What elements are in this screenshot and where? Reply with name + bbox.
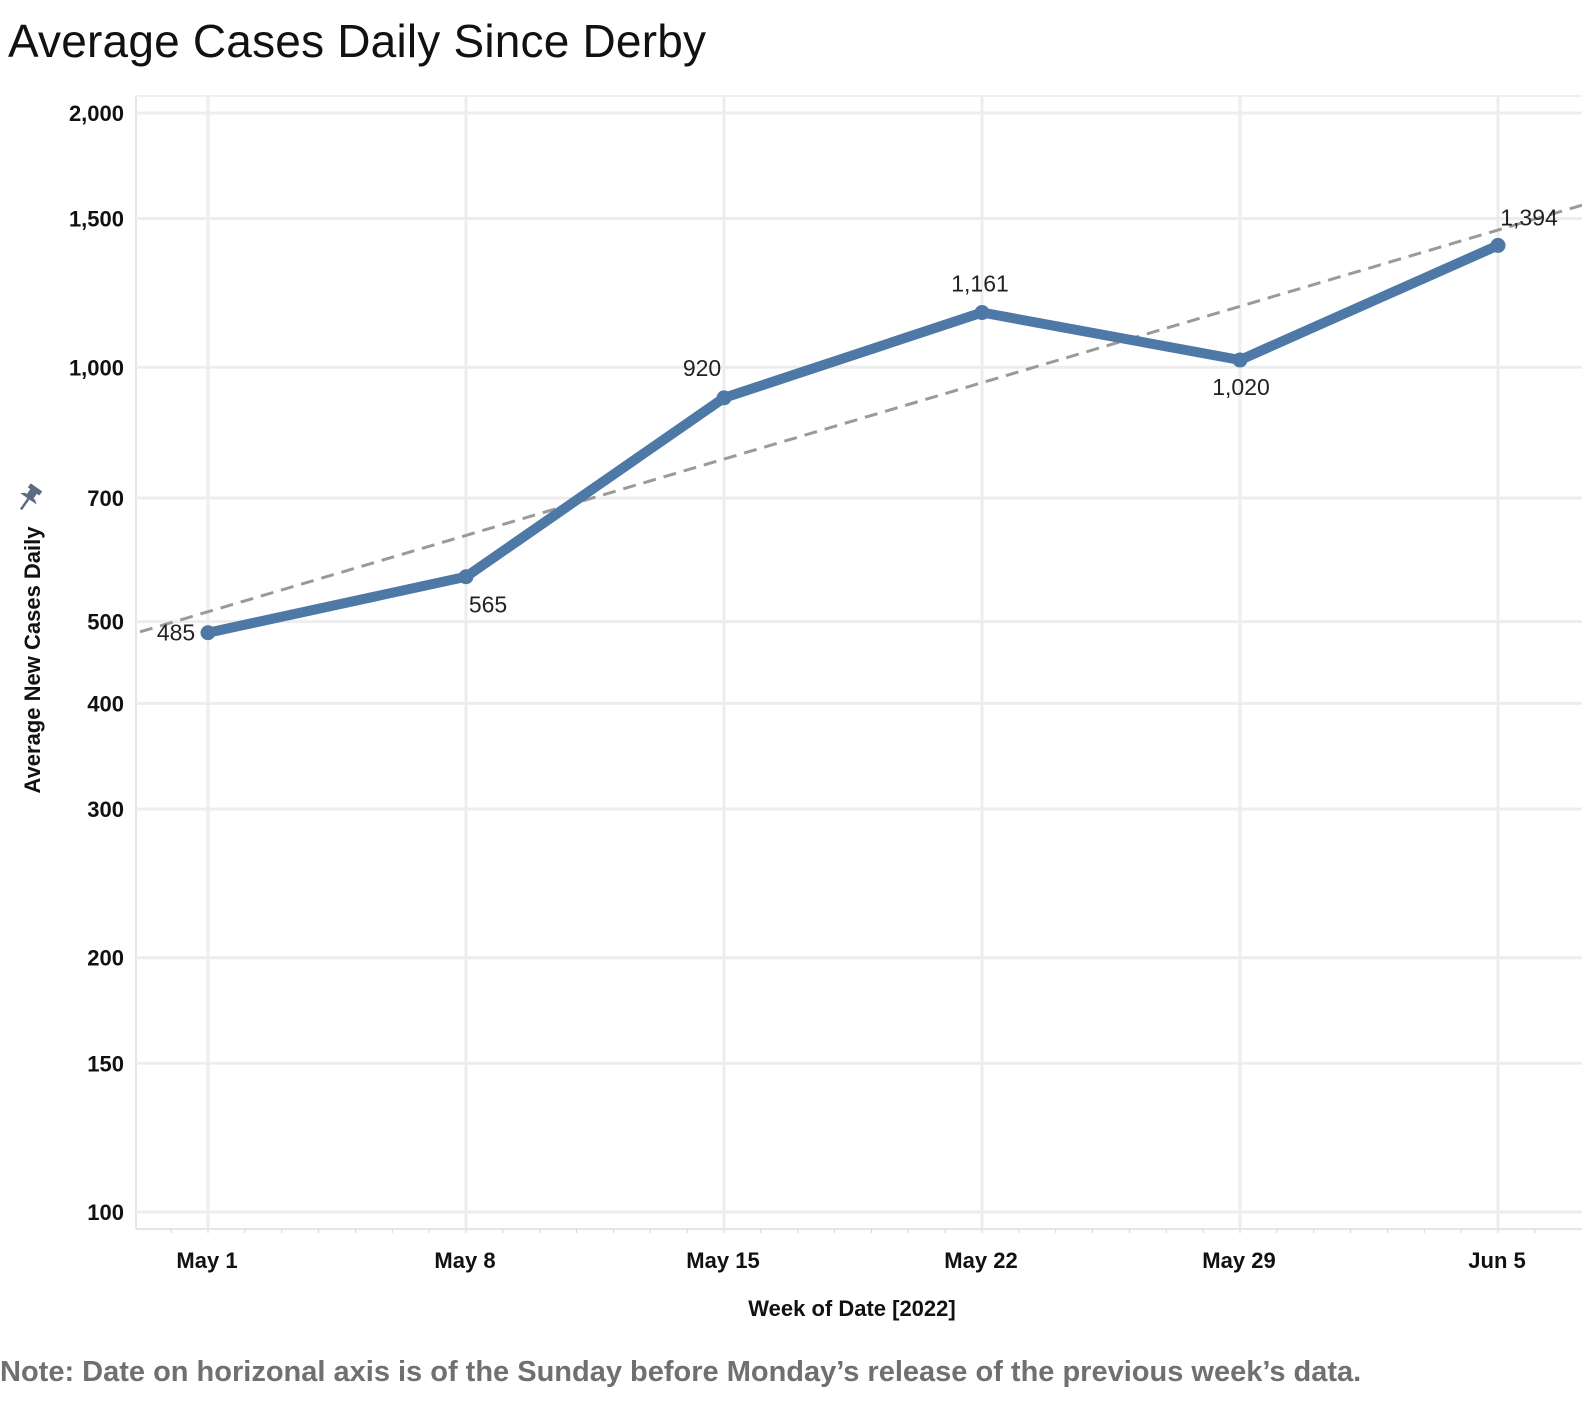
y-tick-label: 1,500 <box>69 207 124 232</box>
x-axis-ticks: May 1 May 8 May 15 May 22 May 29 Jun 5 <box>170 1229 1536 1273</box>
y-axis-ticks: 100 150 200 300 400 500 700 1,000 1,500 2,000 <box>69 101 124 1225</box>
series-line <box>203 240 1503 638</box>
x-tick-label: Jun 5 <box>1468 1248 1525 1273</box>
y-tick-label: 100 <box>87 1200 124 1225</box>
y-tick-label: 300 <box>87 797 124 822</box>
y-tick-label: 700 <box>87 486 124 511</box>
data-point <box>974 305 990 321</box>
data-point <box>716 390 732 406</box>
data-label: 1,020 <box>1212 374 1270 400</box>
data-point <box>1490 237 1506 253</box>
data-label: 485 <box>157 620 195 646</box>
chart-title: Average Cases Daily Since Derby <box>8 15 707 67</box>
trend-layer <box>139 203 1582 634</box>
data-point <box>1232 352 1248 368</box>
y-tick-label: 400 <box>87 691 124 716</box>
y-tick-label: 150 <box>87 1051 124 1076</box>
x-tick-label: May 1 <box>176 1248 237 1273</box>
data-point <box>200 625 216 641</box>
y-tick-label: 500 <box>87 610 124 635</box>
y-tick-label: 1,000 <box>69 355 124 380</box>
trend-line <box>139 203 1582 634</box>
data-label: 920 <box>683 355 721 381</box>
data-label: 565 <box>469 592 507 618</box>
data-label: 1,394 <box>1500 204 1558 230</box>
grid-layer <box>135 95 1582 1230</box>
x-tick-label: May 29 <box>1202 1248 1275 1273</box>
pin-icon[interactable] <box>13 482 45 516</box>
data-label-layer: 485 565 920 1,161 1,020 1,394 <box>157 204 1558 645</box>
x-tick-label: May 22 <box>944 1248 1017 1273</box>
footnote: Note: Date on horizonal axis is of the S… <box>0 1356 1362 1388</box>
series-layer <box>200 237 1506 641</box>
data-point <box>458 569 474 585</box>
data-label: 1,161 <box>951 271 1009 297</box>
y-tick-label: 2,000 <box>69 101 124 126</box>
x-tick-label: May 15 <box>686 1248 759 1273</box>
y-axis-title: Average New Cases Daily <box>20 526 45 794</box>
line-chart: 100 150 200 300 400 500 700 1,000 1,500 2,000 May… <box>13 95 1582 1321</box>
y-tick-label: 200 <box>87 946 124 971</box>
x-tick-label: May 8 <box>434 1248 495 1273</box>
x-axis-title: Week of Date [2022] <box>748 1296 955 1321</box>
